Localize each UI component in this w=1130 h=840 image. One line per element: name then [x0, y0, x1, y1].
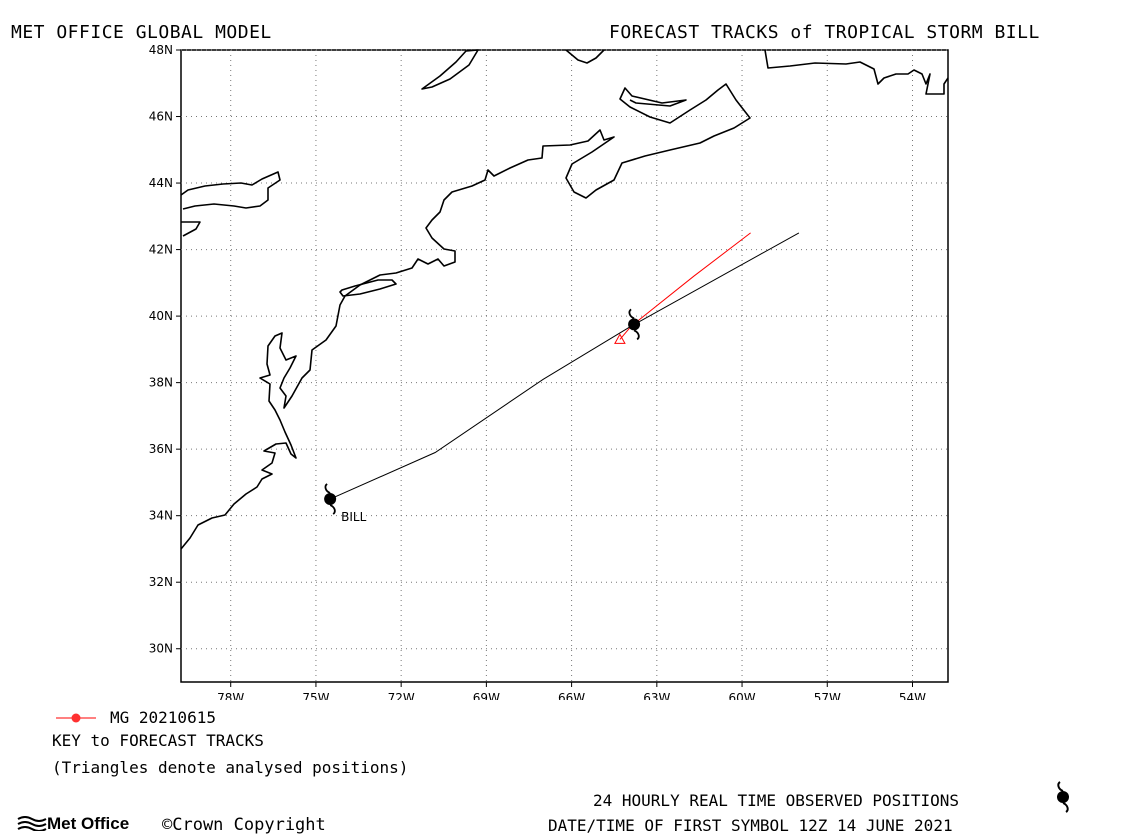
map-frame — [180, 49, 949, 683]
storm-symbol-arm — [324, 483, 331, 494]
lon-tick-label: 60W — [728, 691, 755, 700]
lat-tick-label: 30N — [149, 642, 173, 656]
hurricane-symbol-icon — [1057, 781, 1069, 813]
axis-ticks: 48N 46N 44N 42N 40N 38N 36N 34N 32N 30N 78W 75W 72W 6… — [149, 43, 926, 700]
coastline-segment — [764, 49, 949, 95]
lat-tick-label: 46N — [149, 110, 173, 124]
forecast-track-line — [619, 232, 751, 340]
coastline-segment — [565, 49, 605, 64]
lon-tick-label: 78W — [217, 691, 244, 700]
lat-tick-label: 32N — [149, 575, 173, 589]
red-track-key-icon — [56, 713, 96, 723]
storm-symbol-arm — [628, 308, 635, 320]
lon-tick-label: 66W — [558, 691, 585, 700]
lat-tick-label: 38N — [149, 376, 173, 390]
lon-tick-label: 54W — [899, 691, 926, 700]
coastline-segment — [339, 279, 397, 297]
storm-symbol-eye — [324, 493, 337, 506]
observed-track-line — [329, 232, 800, 500]
coastline-segment — [421, 49, 479, 90]
lon-tick-label: 69W — [473, 691, 500, 700]
storm-symbol-eye — [628, 318, 641, 331]
storm-symbol-arm — [633, 329, 640, 341]
lat-tick-label: 34N — [149, 509, 173, 523]
lon-tick-label: 72W — [388, 691, 415, 700]
analysed-position-triangle — [614, 333, 626, 344]
forecast-track-map: BILL 48N 46N 44N 42N 40N 38N 36N 34N 32N 30N 78W 75… — [149, 43, 949, 700]
copyright-notice: ©Crown Copyright — [162, 815, 326, 835]
storm-tracks: BILL — [324, 232, 800, 524]
lon-tick-label: 63W — [643, 691, 670, 700]
logo-wave-icon — [17, 816, 47, 832]
coastline-segment — [180, 171, 281, 210]
chart-title-right: FORECAST TRACKS of TROPICAL STORM BILL — [609, 22, 1040, 43]
coastline-segment — [180, 83, 751, 550]
met-office-logo: Met Office — [17, 814, 129, 834]
chart-title-left: MET OFFICE GLOBAL MODEL — [11, 22, 272, 43]
lat-tick-label: 44N — [149, 176, 173, 190]
coastline — [180, 49, 949, 550]
observed-positions-label: 24 HOURLY REAL TIME OBSERVED POSITIONS — [593, 791, 960, 810]
lat-tick-label: 36N — [149, 442, 173, 456]
key-model-label: MG 20210615 — [110, 708, 216, 727]
lon-tick-label: 57W — [814, 691, 841, 700]
lat-tick-label: 40N — [149, 309, 173, 323]
key-title: KEY to FORECAST TRACKS — [52, 731, 264, 750]
lon-tick-label: 75W — [302, 691, 329, 700]
key-note: (Triangles denote analysed positions) — [52, 758, 409, 777]
storm-symbol-arm — [329, 504, 336, 515]
storm-symbol: BILL — [324, 483, 367, 524]
storm-symbol — [628, 308, 641, 341]
lat-tick-label: 48N — [149, 43, 173, 57]
lat-tick-label: 42N — [149, 243, 173, 257]
first-symbol-datetime: DATE/TIME OF FIRST SYMBOL 12Z 14 JUNE 20… — [548, 816, 953, 835]
graticule — [181, 49, 948, 682]
coastline-segment — [181, 221, 201, 237]
logo-text: Met Office — [47, 814, 130, 833]
storm-name-label: BILL — [341, 510, 366, 524]
